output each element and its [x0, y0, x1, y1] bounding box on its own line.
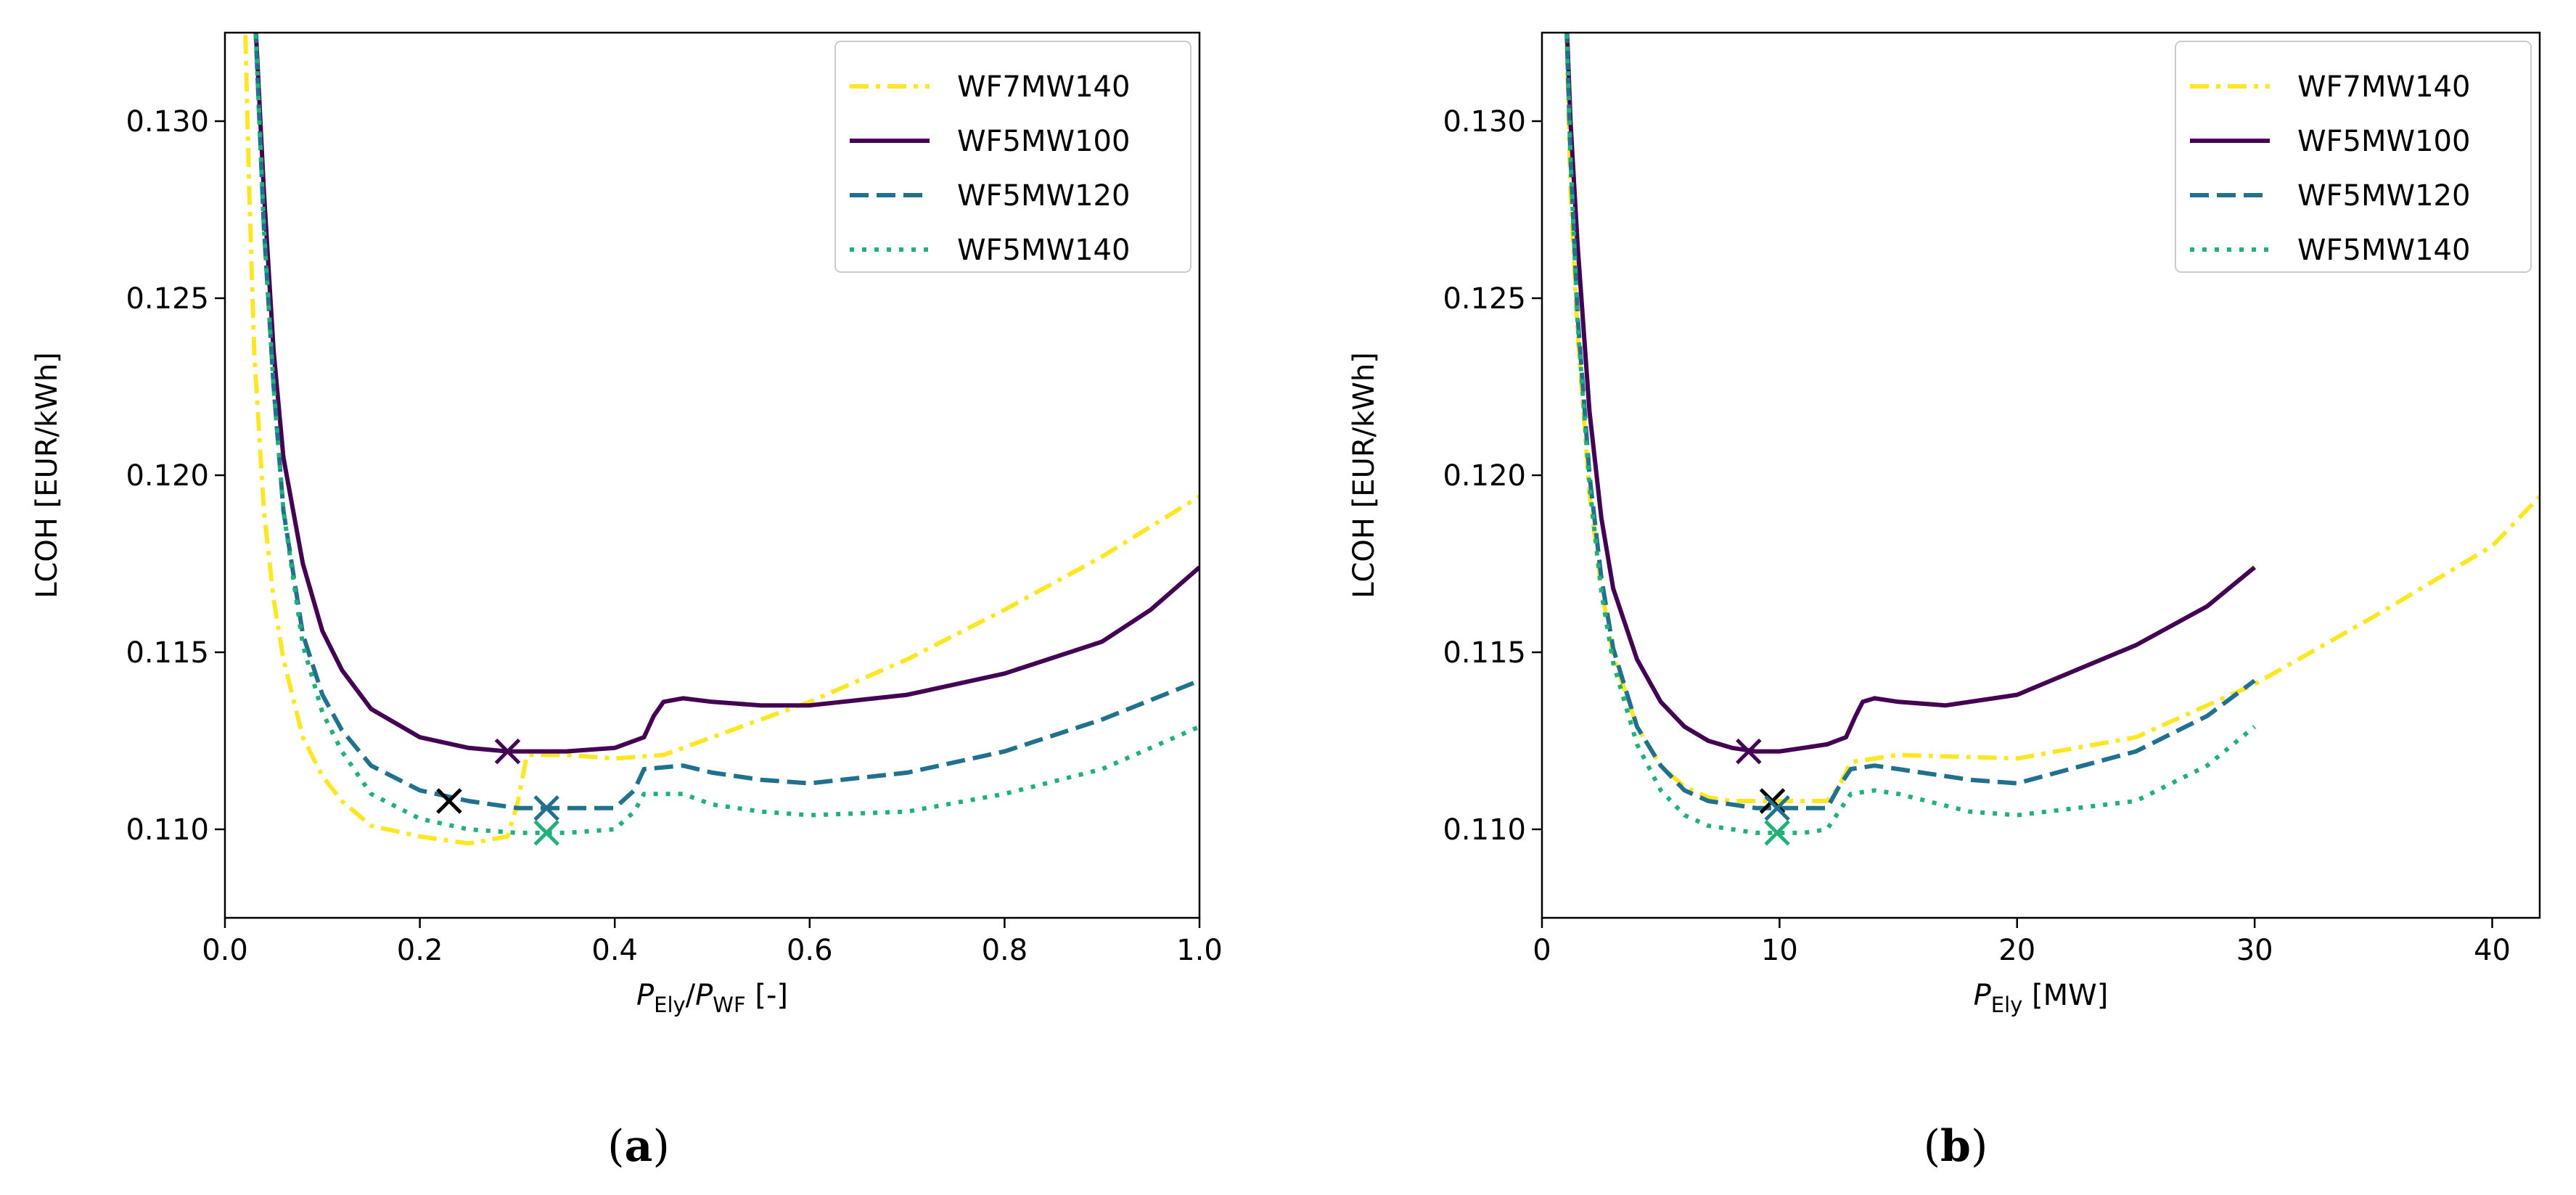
x-tick-label: 10 [1761, 934, 1798, 967]
legend-box [834, 41, 1191, 273]
y-tick-label: 0.120 [1443, 459, 1526, 493]
min-marker-WF5MW100 [494, 738, 521, 765]
legend-label: WF5MW140 [2297, 234, 2470, 267]
x-tick-label: 0.8 [982, 934, 1028, 967]
x-tick-label: 0.0 [202, 934, 248, 967]
legend-label: WF5MW100 [957, 125, 1130, 158]
series-line-WF5MW100 [1564, 33, 2257, 754]
x-tick-label: 20 [1998, 934, 2035, 967]
y-tick-label: 0.130 [126, 105, 209, 139]
legend-label: WF7MW140 [957, 70, 1130, 104]
x-tick-label: 40 [2474, 934, 2511, 967]
legend-label: WF7MW140 [2297, 70, 2470, 104]
x-tick-label: 0 [1533, 934, 1551, 967]
y-axis-label: LCOH [EUR/kWh] [30, 352, 64, 599]
y-tick-label: 0.110 [1443, 813, 1526, 847]
min-marker-WF5MW140 [533, 820, 559, 846]
x-tick-label: 0.2 [397, 934, 443, 967]
legend-box [2175, 41, 2532, 273]
series-line-WF5MW140 [253, 33, 1199, 835]
y-tick-label: 0.130 [1443, 105, 1526, 139]
x-tick-label: 0.6 [787, 934, 833, 967]
legend: WF7MW140 WF5MW100 WF5MW120 WF5MW140 [2175, 41, 2532, 273]
y-tick-label: 0.120 [126, 459, 209, 493]
chart-panel-b: 0 10 20 30 40 0.110 0.115 0.120 0.125 0.130 LCOH [… [1348, 31, 2541, 1172]
legend: WF7MW140 WF5MW100 WF5MW120 WF5MW140 [834, 41, 1191, 273]
series-line-WF5MW120 [1564, 33, 2256, 810]
min-marker-WF5MW140 [1764, 820, 1790, 846]
y-axis-label: LCOH [EUR/kWh] [1348, 352, 1381, 599]
min-marker-WF5MW120 [1764, 794, 1790, 821]
panel-label: (b) [1924, 1121, 1988, 1172]
x-tick-label: 30 [2236, 934, 2273, 967]
min-marker-WF7MW140 [436, 788, 462, 814]
y-tick-label: 0.125 [126, 282, 209, 316]
panel-label: (a) [607, 1121, 670, 1172]
y-tick-label: 0.125 [1443, 282, 1526, 316]
min-marker-WF5MW120 [533, 794, 559, 821]
legend-label: WF5MW140 [957, 234, 1130, 267]
chart-panel-a: 0.0 0.2 0.4 0.6 0.8 1.0 0.110 0.115 0.120 0.125 0.… [30, 31, 1223, 1172]
x-tick-label: 0.4 [591, 934, 638, 967]
x-axis-label: PEly/PWF [-] [636, 979, 788, 1017]
legend-label: WF5MW120 [957, 179, 1130, 213]
x-axis-label: PEly [MW] [1974, 979, 2109, 1017]
legend-label: WF5MW120 [2297, 179, 2470, 213]
y-tick-label: 0.115 [126, 636, 209, 670]
series-line-WF5MW100 [253, 33, 1199, 754]
x-tick-label: 1.0 [1176, 934, 1223, 967]
legend-label: WF5MW100 [2297, 125, 2470, 158]
y-tick-label: 0.110 [126, 813, 209, 847]
y-tick-label: 0.115 [1443, 636, 1526, 670]
min-marker-WF5MW100 [1736, 738, 1762, 765]
